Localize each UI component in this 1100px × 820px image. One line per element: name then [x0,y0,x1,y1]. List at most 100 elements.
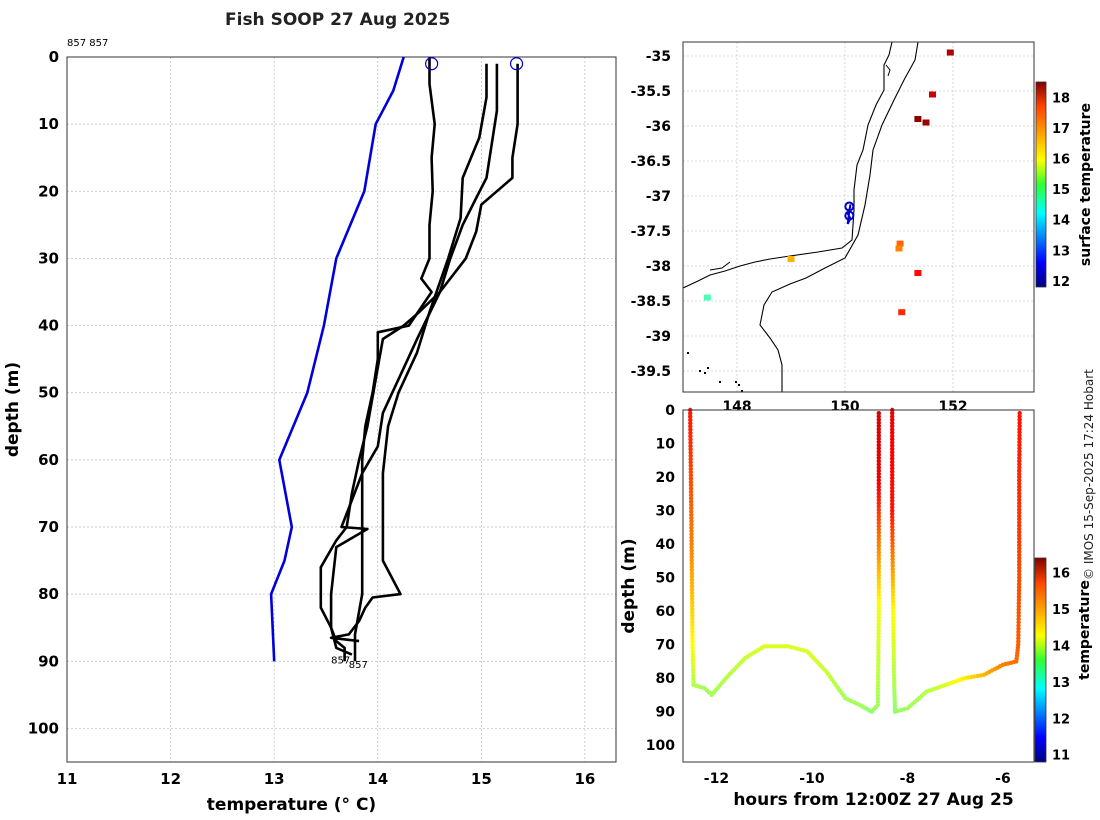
data-point [1017,462,1022,467]
data-point [688,463,693,468]
data-point [689,528,694,534]
data-point [876,644,881,649]
y-tick-label: 30 [38,249,59,267]
data-point [1017,510,1022,515]
y-tick-label: 0 [665,403,675,419]
data-point [1017,562,1022,567]
data-point [890,534,895,539]
map-area [683,42,1034,392]
data-point [890,482,895,487]
data-point [1017,539,1022,545]
data-point [876,487,881,493]
colorbar-tick-label: 14 [1052,639,1070,654]
data-point [890,521,895,526]
data-point [1017,471,1022,477]
data-point [688,434,693,439]
data-point [876,586,881,591]
data-point [1017,546,1022,551]
y-tick-label: 20 [656,470,676,486]
data-point [689,597,695,602]
sst-patch [703,294,711,301]
y-tick-label: 60 [38,451,59,469]
data-point [876,628,881,633]
data-point [876,670,881,675]
data-point [689,548,694,553]
data-point [1017,446,1022,451]
data-point [690,636,695,641]
data-point [876,553,881,558]
y-tick-label: 100 [28,719,59,737]
y-tick-label: 0 [49,48,59,66]
data-point [890,514,895,520]
data-point [890,563,895,568]
data-point [1016,616,1021,622]
data-point [690,648,695,654]
data-point [891,666,897,671]
colorbar-tick-label: 15 [1052,603,1070,618]
data-point [1016,636,1021,641]
data-point [876,638,881,643]
data-point [689,584,695,589]
data-point [690,626,695,631]
data-point [688,483,694,488]
data-point [876,458,881,464]
data-point [688,420,693,426]
data-point [876,497,881,503]
colorbar-tick-label: 11 [1052,749,1070,764]
island [738,384,740,386]
sst-patch [946,49,954,56]
island [741,390,743,392]
data-point [891,653,896,658]
data-point [689,512,694,517]
data-point [1016,642,1021,647]
data-point [890,589,896,594]
data-point [876,455,881,461]
data-point [876,439,881,445]
data-point [890,605,896,611]
data-point [876,651,881,656]
data-point [1017,559,1022,564]
island [687,352,689,354]
plot-area [683,410,1034,762]
data-point [689,571,695,576]
data-point [876,411,881,416]
colorbar-label: surface temperature [1078,103,1094,266]
data-point [1017,487,1022,493]
profile-chart: 11 12 13 14 15 16 0 10 20 30 40 50 60 70 80 90 100 857 85… [3,38,617,815]
data-point [890,570,895,575]
data-point [688,486,694,491]
data-point [890,566,895,572]
data-point [690,610,695,615]
data-point [689,519,694,524]
data-point [890,456,895,461]
data-point [876,657,881,662]
data-point [891,628,896,633]
data-point [890,553,895,559]
data-point [892,679,897,684]
data-point [876,533,881,539]
data-point [891,618,896,623]
data-point [1017,526,1022,532]
data-point [876,556,881,561]
data-point [688,450,693,455]
track-marker [844,201,855,212]
data-point [890,540,895,546]
data-point [891,644,896,649]
data-point [876,517,881,522]
data-point [688,476,694,481]
profile-line [329,63,499,656]
data-point [1016,588,1022,593]
data-point [890,576,895,581]
data-point [890,440,895,445]
data-point [689,561,694,566]
data-point [876,414,881,419]
coastline [885,64,891,77]
data-point [688,453,693,458]
data-point [891,621,896,627]
data-point [876,520,881,525]
y-axis-label: depth (m) [619,538,639,633]
profile-line [353,57,436,662]
data-point [890,459,895,465]
data-point [875,699,881,704]
data-point [1017,436,1022,441]
